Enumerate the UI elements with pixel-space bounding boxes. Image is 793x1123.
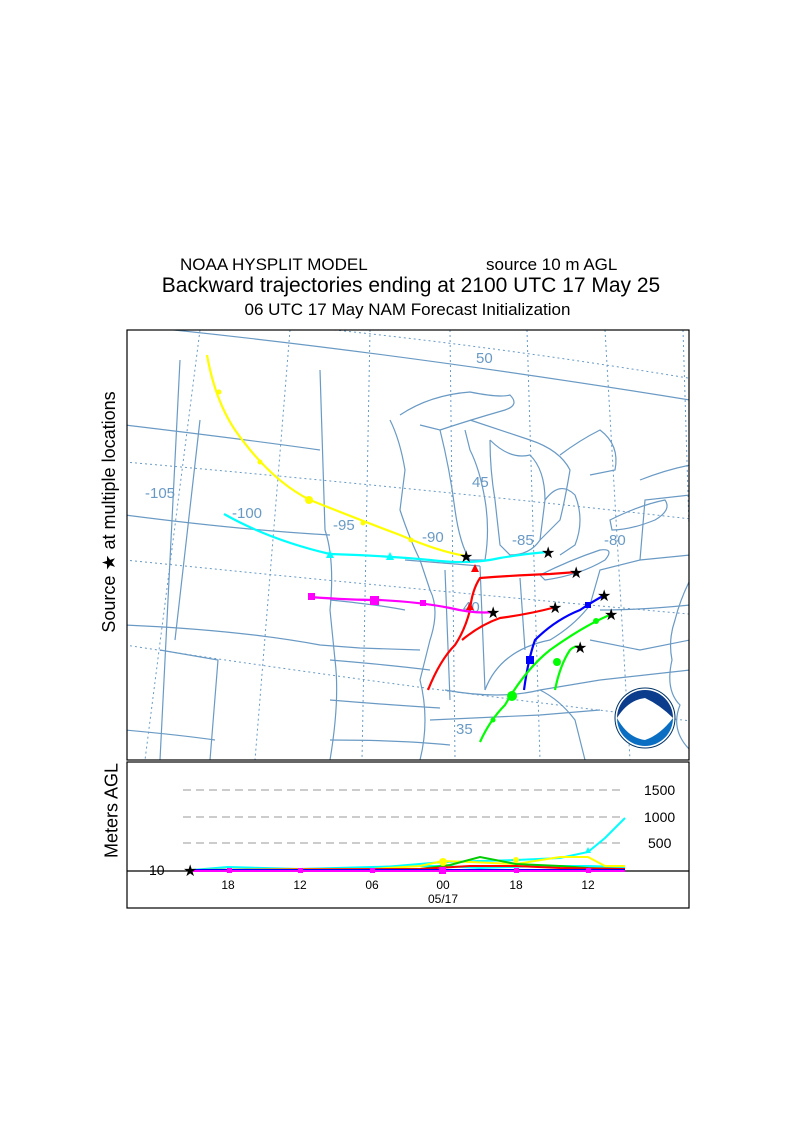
date-label: 05/17 (428, 892, 458, 906)
source-star: ★ (486, 603, 500, 622)
source-star: ★ (183, 861, 197, 880)
lon-label: -90 (422, 529, 444, 546)
model-name: NOAA HYSPLIT MODEL (180, 255, 368, 274)
lon-label: -100 (232, 505, 262, 522)
source-star: ★ (569, 563, 583, 582)
height-traces (191, 817, 626, 872)
height-tick-label: 1000 (644, 809, 675, 825)
source-star: ★ (573, 638, 587, 657)
trajectory-blue (522, 594, 606, 691)
time-tick-label: 18 (221, 878, 235, 892)
map-geography: -105 -100 -95 -90 -85 -80 50 45 40 35 (127, 330, 689, 760)
trajectory-red-south (461, 605, 557, 641)
noaa-logo: noaa (614, 687, 676, 749)
time-tick-label: 00 (436, 878, 450, 892)
source-star: ★ (597, 586, 611, 605)
height-gridlines (183, 789, 625, 844)
lon-label: -95 (333, 517, 355, 534)
time-tick-label: 18 (509, 878, 523, 892)
lat-label: 35 (456, 721, 473, 738)
lon-label: -85 (512, 532, 534, 549)
height-base-label: 10 (149, 862, 165, 878)
trajectory-cyan (223, 513, 550, 564)
coastline (669, 580, 689, 750)
source-height: source 10 m AGL (486, 255, 618, 274)
lon-label: -80 (604, 532, 626, 549)
time-tick-label: 12 (293, 878, 307, 892)
state-boundaries (127, 330, 689, 760)
trajectory-green-west (553, 645, 582, 691)
time-tick-label: 06 (365, 878, 379, 892)
height-frame (126, 761, 690, 909)
lat-label: 50 (476, 350, 493, 367)
graticule-labels: -105 -100 -95 -90 -85 -80 50 45 40 35 (145, 350, 626, 738)
height-tick-label: 500 (648, 835, 672, 851)
height-trace (191, 817, 626, 871)
height-markers (227, 847, 591, 874)
trajectory-magenta (309, 595, 495, 614)
source-star: ★ (604, 605, 618, 624)
page-title: Backward trajectories ending at 2100 UTC… (161, 274, 661, 297)
time-tick-label: 12 (581, 878, 595, 892)
trajectory-green-east (478, 612, 613, 743)
source-stars: ★ ★ ★ ★ ★ ★ ★ ★ (459, 543, 618, 657)
great-lakes (399, 391, 689, 581)
lat-label: 45 (472, 474, 489, 491)
page-subtitle: 06 UTC 17 May NAM Forecast Initializatio… (244, 300, 571, 319)
source-star: ★ (459, 547, 473, 566)
map-frame (126, 329, 690, 761)
logo-text: noaa (632, 703, 659, 715)
trajectory-red-north (426, 570, 578, 691)
source-star: ★ (548, 598, 562, 617)
source-star: ★ (541, 543, 555, 562)
trajectory-markers (216, 389, 599, 723)
lon-label: -105 (145, 485, 175, 502)
height-panel: 1500 1000 500 10 18 12 06 00 18 12 05/17 (127, 782, 689, 906)
height-tick-label: 1500 (644, 782, 675, 798)
